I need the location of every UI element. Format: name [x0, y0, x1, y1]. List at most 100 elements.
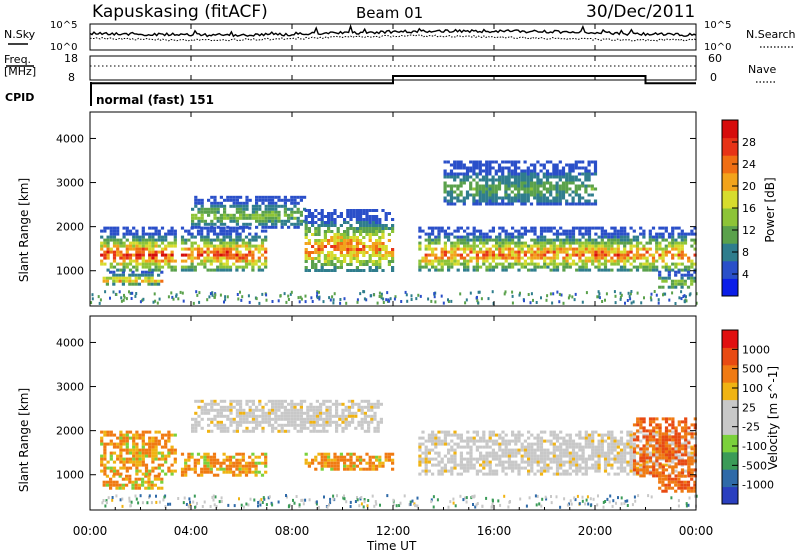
power-cell: [491, 199, 495, 203]
power-cell: [209, 250, 213, 254]
power-cell: [147, 282, 151, 286]
power-cell: [555, 163, 559, 167]
power-cell: [568, 193, 572, 197]
velocity-cell: [568, 445, 572, 449]
velocity-cell: [354, 411, 358, 415]
power-cell: [352, 251, 356, 254]
velocity-cell: [674, 448, 678, 452]
power-cell: [578, 241, 582, 245]
velocity-cell: [661, 444, 665, 448]
power-speckle: [365, 298, 368, 302]
power-cell: [584, 247, 588, 251]
velocity-cell: [267, 417, 271, 421]
power-speckle: [487, 297, 490, 301]
power-cell: [479, 250, 483, 254]
velocity-cell: [495, 442, 499, 446]
power-cell: [333, 266, 337, 269]
power-cell: [138, 250, 142, 254]
power-cell: [591, 241, 595, 245]
power-cell: [267, 207, 271, 211]
power-cell: [349, 209, 353, 212]
power-cell: [427, 259, 431, 263]
power-cell: [193, 256, 197, 260]
power-cell: [526, 175, 530, 179]
power-cell: [456, 160, 460, 164]
power-cell: [472, 238, 476, 242]
power-cell: [552, 262, 556, 266]
velocity-cell: [472, 463, 476, 467]
power-cell: [135, 235, 139, 239]
velocity-cell: [251, 470, 255, 474]
power-cell: [387, 254, 391, 257]
power-speckle: [237, 297, 240, 301]
power-cell: [523, 226, 527, 230]
velocity-cell: [212, 458, 217, 462]
velocity-cell: [523, 454, 527, 458]
power-cell: [555, 256, 560, 260]
velocity-cell: [571, 454, 576, 458]
velocity-cell: [141, 433, 145, 437]
power-cell: [103, 253, 107, 257]
power-speckle: [678, 296, 681, 300]
power-cell: [258, 222, 262, 226]
power-cell: [283, 195, 287, 199]
velocity-cell: [472, 466, 476, 470]
velocity-cell: [102, 483, 106, 487]
velocity-cell: [187, 455, 191, 459]
velocity-cell: [122, 433, 126, 437]
power-cell: [368, 257, 372, 260]
velocity-cell: [141, 442, 145, 446]
velocity-cell: [352, 461, 356, 465]
power-cell: [584, 190, 588, 194]
power-cell: [119, 253, 123, 257]
power-cell: [488, 163, 492, 167]
power-cell: [488, 184, 492, 188]
velocity-cell: [594, 454, 598, 458]
power-cell: [449, 175, 454, 179]
power-speckle: [480, 297, 483, 301]
power-cell: [485, 190, 489, 194]
power-cell: [680, 241, 684, 245]
power-cell: [235, 195, 239, 199]
power-cell: [600, 268, 604, 272]
power-cell: [164, 238, 168, 242]
velocity-cell: [216, 461, 220, 465]
velocity-cell: [360, 420, 364, 424]
power-cell: [565, 241, 569, 245]
power-cell: [648, 235, 652, 239]
power-cell: [667, 235, 672, 239]
velocity-cell: [591, 442, 595, 446]
velocity-cell: [546, 469, 550, 473]
power-cell: [549, 256, 553, 260]
velocity-cell: [482, 472, 486, 476]
power-speckle: [503, 292, 506, 296]
power-cell: [290, 213, 294, 217]
power-cell: [623, 268, 627, 272]
power-cell: [245, 216, 249, 220]
velocity-cell: [200, 417, 204, 421]
power-cell: [138, 241, 142, 245]
power-cell: [459, 226, 463, 230]
power-cell: [561, 184, 566, 188]
power-cell: [112, 235, 117, 239]
velocity-cell: [209, 464, 213, 468]
power-speckle: [170, 291, 173, 295]
power-cell: [686, 276, 691, 280]
velocity-cell: [680, 462, 685, 466]
velocity-cell: [488, 430, 492, 434]
velocity-cell: [674, 438, 678, 442]
power-cell: [327, 269, 331, 272]
power-cell: [216, 259, 220, 263]
power-cell: [507, 238, 511, 242]
power-cell: [687, 259, 691, 263]
velocity-cell: [431, 472, 435, 476]
power-cell: [274, 222, 278, 226]
power-cell: [226, 195, 230, 199]
power-cell: [112, 232, 117, 236]
power-cell: [317, 245, 321, 248]
velocity-cell: [613, 439, 617, 443]
power-cell: [561, 196, 566, 200]
power-cell: [359, 218, 363, 221]
velocity-cell: [335, 405, 339, 409]
velocity-cell: [210, 408, 214, 412]
